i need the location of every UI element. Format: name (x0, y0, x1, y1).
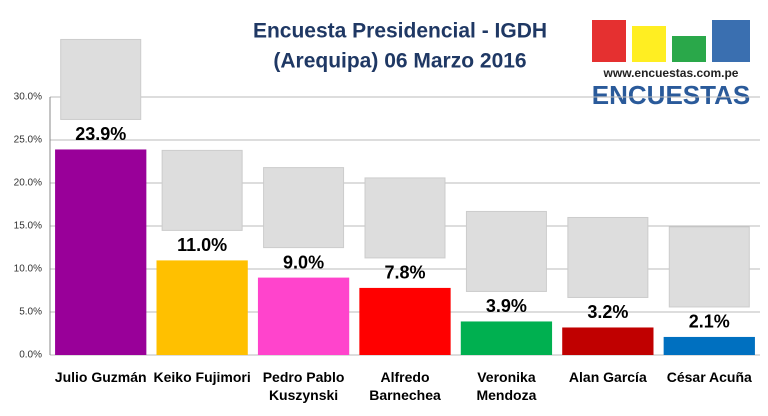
value-label: 3.2% (587, 302, 628, 322)
y-tick-label: 15.0% (14, 221, 42, 232)
bar (55, 149, 147, 355)
logo-block (672, 36, 706, 62)
value-label: 23.9% (75, 124, 126, 144)
bar (460, 321, 553, 355)
y-tick-label: 30.0% (14, 92, 42, 103)
value-label: 2.1% (689, 312, 730, 332)
bar (562, 327, 654, 355)
chart-subtitle: (Arequipa) 06 Marzo 2016 (273, 50, 526, 73)
candidate-photo (60, 38, 142, 120)
logo-block (592, 20, 626, 62)
x-tick-label: Veronika Mendoza (476, 369, 537, 403)
candidate-photo (668, 226, 750, 308)
candidate-photo (567, 216, 649, 298)
x-tick-label: Keiko Fujimori (153, 369, 251, 385)
candidate-photo (161, 149, 243, 231)
y-tick-label: 10.0% (14, 264, 42, 275)
value-label: 7.8% (384, 263, 425, 283)
x-tick-label: Julio Guzmán (54, 369, 147, 385)
bar (156, 260, 248, 355)
logo: www.encuestas.com.pe ENCUESTAS (592, 20, 750, 110)
x-tick-label: Pedro Pablo Kuszynski (262, 369, 345, 403)
logo-url: www.encuestas.com.pe (603, 66, 739, 80)
x-tick-label: César Acuña (666, 369, 752, 385)
value-label: 11.0% (177, 235, 227, 255)
candidate-photo (263, 167, 345, 249)
logo-name: ENCUESTAS (592, 80, 750, 110)
bar (359, 287, 451, 355)
x-tick-label: Alfredo Barnechea (369, 369, 441, 403)
chart-title: Encuesta Presidencial - IGDH (253, 20, 547, 43)
y-tick-label: 5.0% (19, 307, 42, 318)
bar (257, 277, 350, 355)
logo-block (632, 26, 666, 62)
y-tick-label: 20.0% (14, 178, 42, 189)
candidate-photo (465, 210, 547, 292)
candidate-photo (364, 177, 446, 259)
logo-block (712, 20, 750, 62)
bar (663, 336, 755, 355)
x-tick-label: Alan García (568, 369, 647, 385)
value-label: 3.9% (486, 296, 527, 316)
y-tick-label: 25.0% (14, 135, 42, 146)
value-label: 9.0% (283, 252, 324, 272)
y-tick-label: 0.0% (19, 350, 42, 361)
